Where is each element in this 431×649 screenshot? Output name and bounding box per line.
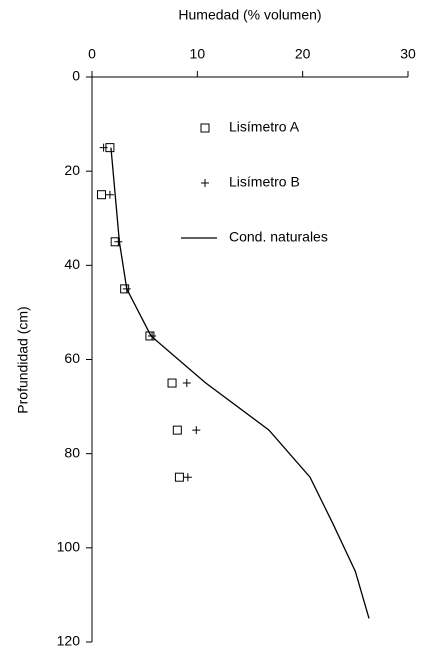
data-point <box>174 472 184 482</box>
data-point <box>192 426 201 435</box>
x-tick-label: 10 <box>190 46 206 62</box>
y-tick-label: 0 <box>72 68 80 84</box>
y-tick-label: 20 <box>64 162 80 178</box>
data-point <box>99 143 108 152</box>
data-point <box>182 379 191 388</box>
legend-marker <box>200 123 210 133</box>
legend-label: Lisímetro B <box>229 174 300 190</box>
data-point <box>96 190 106 200</box>
x-tick-label: 20 <box>295 46 311 62</box>
data-point <box>105 190 114 199</box>
data-point <box>183 473 192 482</box>
y-axis-title: Profundidad (cm) <box>15 306 31 413</box>
y-tick-label: 80 <box>64 444 80 460</box>
y-tick-label: 100 <box>57 539 81 555</box>
y-tick-label: 120 <box>57 633 81 649</box>
y-tick-label: 40 <box>64 256 80 272</box>
data-point <box>148 331 157 340</box>
x-tick-label: 30 <box>400 46 416 62</box>
x-axis-title: Humedad (% volumen) <box>178 7 321 23</box>
y-tick-label: 60 <box>64 350 80 366</box>
data-line <box>110 147 370 619</box>
legend-marker <box>201 179 209 187</box>
data-point <box>167 378 177 388</box>
data-point <box>114 237 123 246</box>
legend-label: Lisímetro A <box>229 119 300 135</box>
x-tick-label: 0 <box>88 46 96 62</box>
data-point <box>172 425 182 435</box>
legend-label: Cond. naturales <box>229 229 328 245</box>
